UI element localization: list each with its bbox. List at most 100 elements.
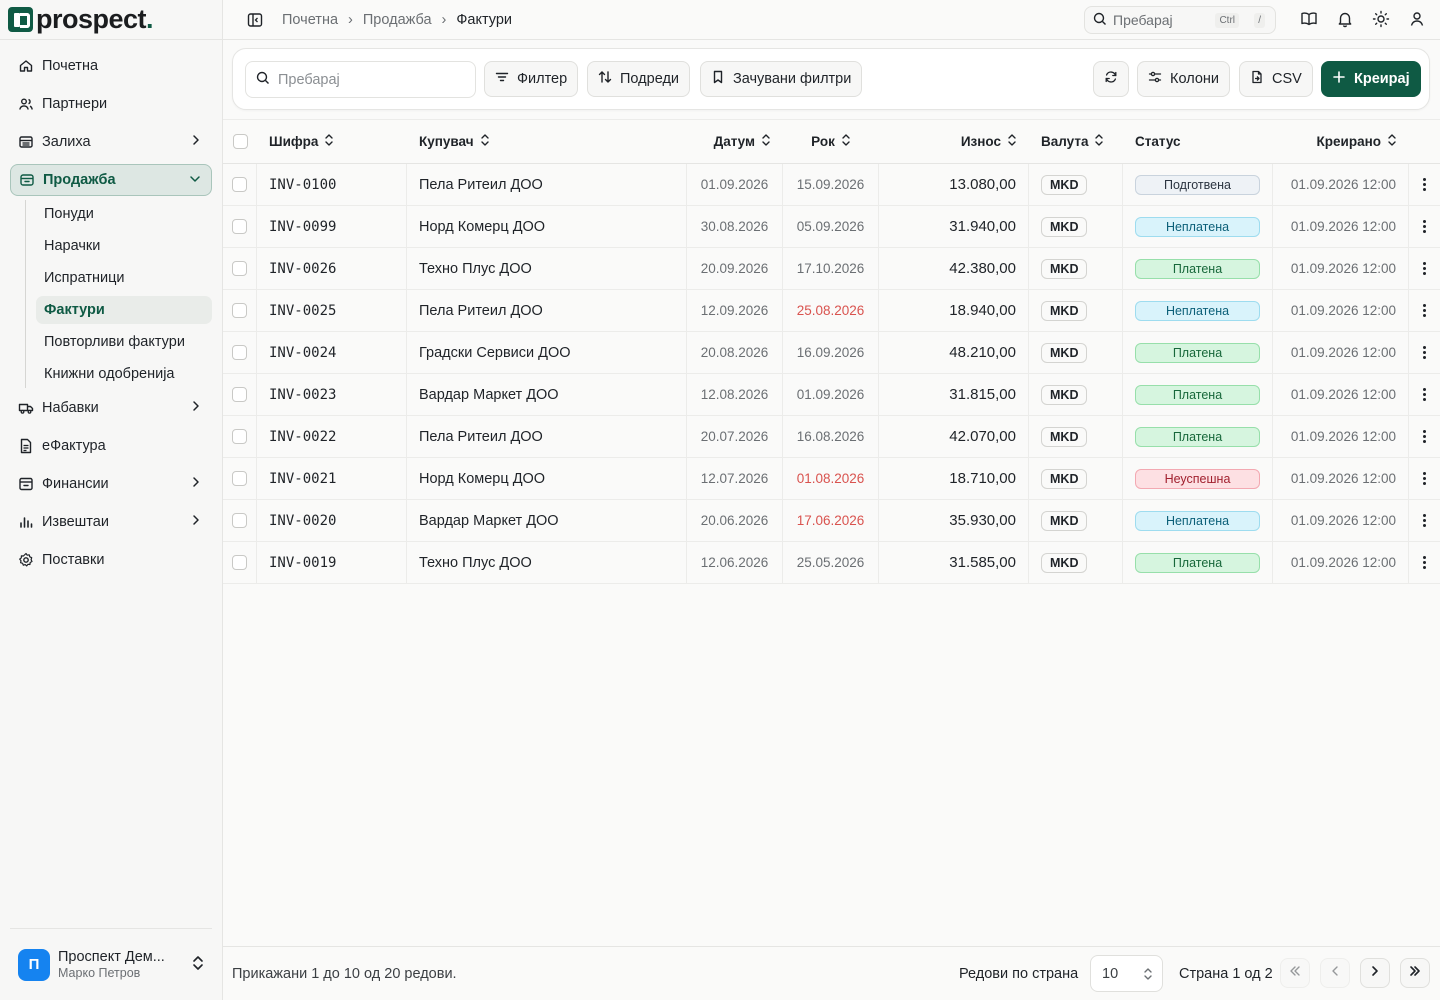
- global-search[interactable]: Пребарај Ctrl /: [1084, 6, 1276, 34]
- sidebar-item-4[interactable]: Набавки: [10, 392, 212, 424]
- breadcrumb-home[interactable]: Почетна: [282, 11, 339, 28]
- invoice-code[interactable]: INV-0100: [257, 164, 407, 205]
- sidebar-item-5[interactable]: еФактура: [10, 430, 212, 462]
- sidebar-item-8[interactable]: Поставки: [10, 544, 212, 576]
- sidebar-item-7[interactable]: Извештаи: [10, 506, 212, 538]
- row-actions-button[interactable]: [1409, 206, 1440, 247]
- row-select-cell: [223, 542, 257, 583]
- book-icon[interactable]: [1300, 10, 1318, 28]
- table-row[interactable]: INV-0022 Пела Ритеил ДОО 20.07.2026 16.08.2…: [223, 416, 1440, 458]
- invoice-code[interactable]: INV-0026: [257, 248, 407, 289]
- user-icon[interactable]: [1408, 10, 1426, 28]
- breadcrumb-sales[interactable]: Продажба: [362, 11, 432, 28]
- table-row[interactable]: INV-0099 Норд Комерц ДОО 30.08.2026 05.09.2…: [223, 206, 1440, 248]
- account-switcher[interactable]: П Проспект Дем... Марко Петров: [10, 928, 212, 1000]
- customer-name: Норд Комерц ДОО: [407, 458, 687, 499]
- row-checkbox[interactable]: [232, 219, 247, 234]
- row-checkbox[interactable]: [232, 177, 247, 192]
- table-search-input[interactable]: [278, 71, 468, 88]
- submenu-item-4[interactable]: Повторливи фактури: [44, 334, 185, 350]
- create-button[interactable]: Креирај: [1321, 61, 1421, 97]
- row-actions-button[interactable]: [1409, 542, 1440, 583]
- submenu-item-3[interactable]: Фактури: [36, 296, 212, 324]
- bell-icon[interactable]: [1336, 10, 1354, 28]
- header-created[interactable]: Креирано: [1273, 120, 1409, 163]
- status-cell: Неплатена: [1123, 206, 1273, 247]
- columns-button[interactable]: Колони: [1137, 61, 1230, 97]
- filter-button[interactable]: Филтер: [484, 61, 579, 97]
- table-row[interactable]: INV-0024 Градски Сервиси ДОО 20.08.2026 16.…: [223, 332, 1440, 374]
- sidebar-item-3[interactable]: Продажба: [10, 164, 212, 196]
- row-actions-button[interactable]: [1409, 374, 1440, 415]
- header-customer-label: Купувач: [419, 134, 474, 149]
- table-row[interactable]: INV-0021 Норд Комерц ДОО 12.07.2026 01.08.2…: [223, 458, 1440, 500]
- table-row[interactable]: INV-0100 Пела Ритеил ДОО 01.09.2026 15.09.2…: [223, 164, 1440, 206]
- header-currency[interactable]: Валута: [1029, 120, 1123, 163]
- file-export-icon: [1250, 70, 1264, 88]
- header-due[interactable]: Рок: [783, 120, 879, 163]
- table-row[interactable]: INV-0025 Пела Ритеил ДОО 12.09.2026 25.08.2…: [223, 290, 1440, 332]
- table-row[interactable]: INV-0019 Техно Плус ДОО 12.06.2026 25.05.20…: [223, 542, 1440, 584]
- invoice-code[interactable]: INV-0021: [257, 458, 407, 499]
- submenu-item-5[interactable]: Книжни одобренија: [44, 366, 175, 382]
- sidebar-item-6[interactable]: Финансии: [10, 468, 212, 500]
- row-actions-button[interactable]: [1409, 164, 1440, 205]
- table-search[interactable]: [245, 61, 476, 98]
- table-row[interactable]: INV-0020 Вардар Маркет ДОО 20.06.2026 17.06…: [223, 500, 1440, 542]
- due-date: 16.09.2026: [783, 332, 879, 373]
- row-actions-button[interactable]: [1409, 500, 1440, 541]
- row-checkbox[interactable]: [232, 555, 247, 570]
- invoice-code[interactable]: INV-0024: [257, 332, 407, 373]
- chevron-right-icon: [190, 400, 202, 416]
- row-checkbox[interactable]: [232, 429, 247, 444]
- invoice-code[interactable]: INV-0025: [257, 290, 407, 331]
- select-all-checkbox[interactable]: [232, 134, 248, 149]
- home-icon: [18, 58, 34, 74]
- row-checkbox[interactable]: [232, 513, 247, 528]
- row-actions-button[interactable]: [1409, 416, 1440, 457]
- row-actions-button[interactable]: [1409, 458, 1440, 499]
- row-actions-button[interactable]: [1409, 332, 1440, 373]
- header-amount[interactable]: Износ: [879, 120, 1029, 163]
- previous-page-button[interactable]: [1320, 958, 1350, 988]
- submenu-item-2[interactable]: Испратници: [44, 270, 125, 286]
- row-checkbox[interactable]: [232, 471, 247, 486]
- header-date[interactable]: Датум: [687, 120, 783, 163]
- invoice-code[interactable]: INV-0023: [257, 374, 407, 415]
- sort-button[interactable]: Подреди: [587, 61, 690, 97]
- columns-label: Колони: [1170, 71, 1219, 87]
- sun-icon[interactable]: [1372, 10, 1390, 28]
- sort-icon: [841, 133, 851, 150]
- amount: 31.940,00: [879, 206, 1029, 247]
- row-checkbox[interactable]: [232, 345, 247, 360]
- saved-filters-button[interactable]: Зачувани филтри: [700, 61, 863, 97]
- logo[interactable]: prospect.: [0, 0, 222, 40]
- csv-export-button[interactable]: CSV: [1239, 61, 1313, 97]
- invoice-code[interactable]: INV-0020: [257, 500, 407, 541]
- table-row[interactable]: INV-0023 Вардар Маркет ДОО 12.08.2026 01.09…: [223, 374, 1440, 416]
- row-actions-button[interactable]: [1409, 290, 1440, 331]
- header-customer[interactable]: Купувач: [407, 120, 687, 163]
- invoice-code[interactable]: INV-0022: [257, 416, 407, 457]
- submenu-item-0[interactable]: Понуди: [44, 206, 94, 222]
- last-page-button[interactable]: [1400, 958, 1430, 988]
- invoice-code[interactable]: INV-0099: [257, 206, 407, 247]
- first-page-button[interactable]: [1280, 958, 1310, 988]
- table-row[interactable]: INV-0026 Техно Плус ДОО 20.09.2026 17.10.20…: [223, 248, 1440, 290]
- submenu-item-1[interactable]: Нарачки: [44, 238, 101, 254]
- header-code[interactable]: Шифра: [257, 120, 407, 163]
- status-cell: Платена: [1123, 542, 1273, 583]
- invoice-code[interactable]: INV-0019: [257, 542, 407, 583]
- row-checkbox[interactable]: [232, 261, 247, 276]
- sidebar-toggle-icon[interactable]: [246, 11, 264, 29]
- row-actions-button[interactable]: [1409, 248, 1440, 289]
- rows-per-page-select[interactable]: 10: [1090, 955, 1163, 992]
- row-checkbox[interactable]: [232, 387, 247, 402]
- created-at: 01.09.2026 12:00: [1273, 206, 1409, 247]
- sidebar-item-2[interactable]: Залиха: [10, 126, 212, 158]
- refresh-button[interactable]: [1093, 61, 1129, 97]
- next-page-button[interactable]: [1360, 958, 1390, 988]
- sidebar-item-0[interactable]: Почетна: [10, 50, 212, 82]
- sidebar-item-1[interactable]: Партнери: [10, 88, 212, 120]
- row-checkbox[interactable]: [232, 303, 247, 318]
